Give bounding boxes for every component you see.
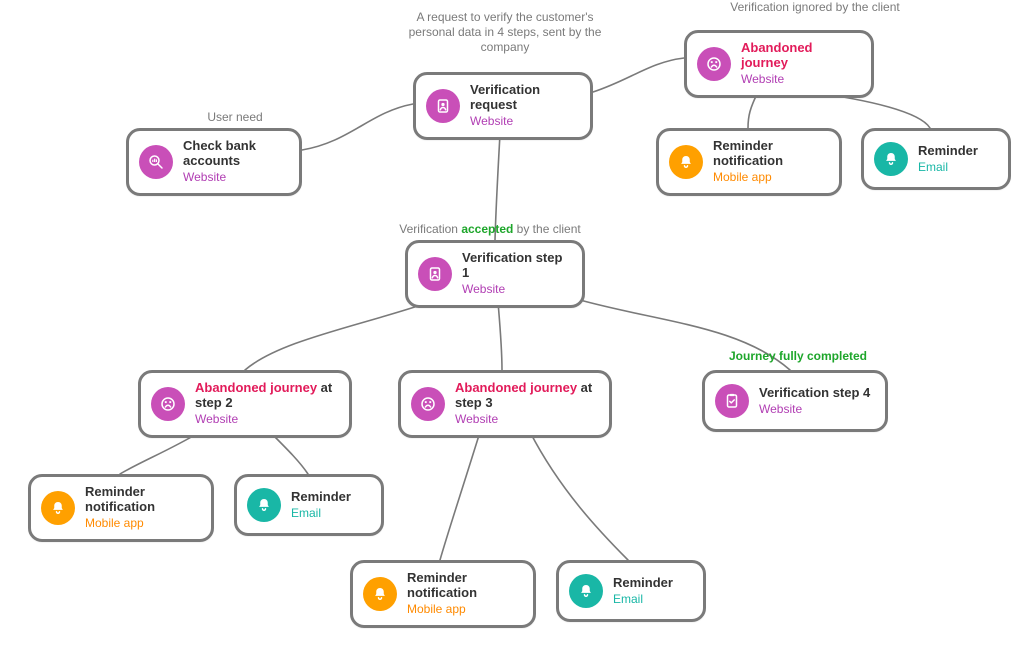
caption-user-need: User need [175, 110, 295, 125]
node-reminder-mobile-left: Reminder notification Mobile app [28, 474, 214, 542]
node-reminder-mobile-bottom: Reminder notification Mobile app [350, 560, 536, 628]
clipboard-check-icon [715, 384, 749, 418]
magnifier-bars-icon [139, 145, 173, 179]
bell-icon [41, 491, 75, 525]
node-title: Reminder notification [713, 139, 827, 169]
caption-journey-completed: Journey fully completed [688, 349, 908, 364]
bell-icon [669, 145, 703, 179]
id-badge-icon [418, 257, 452, 291]
bell-icon [363, 577, 397, 611]
node-subtitle: Website [741, 73, 859, 87]
bell-icon [569, 574, 603, 608]
id-badge-icon [426, 89, 460, 123]
node-title: Verification step 4 [759, 386, 870, 401]
caption-verify-request: A request to verify the customer's perso… [405, 10, 605, 55]
node-subtitle: Mobile app [713, 171, 827, 185]
node-abandoned-step-2: Abandoned journey at step 2 Website [138, 370, 352, 438]
node-title: Abandoned journey [741, 41, 859, 71]
node-title: Reminder [613, 576, 673, 591]
node-subtitle: Website [759, 403, 870, 417]
node-subtitle: Mobile app [85, 517, 199, 531]
node-abandoned-step-3: Abandoned journey at step 3 Website [398, 370, 612, 438]
node-verification-request: Verification request Website [413, 72, 593, 140]
node-title: Abandoned journey at step 2 [195, 381, 337, 411]
node-subtitle: Email [291, 507, 351, 521]
caption-accepted-suffix: by the client [513, 222, 580, 236]
node-reminder-email-left: Reminder Email [234, 474, 384, 536]
node-reminder-email-top: Reminder Email [861, 128, 1011, 190]
node-abandoned-journey-top: Abandoned journey Website [684, 30, 874, 98]
bell-icon [247, 488, 281, 522]
sad-face-icon [151, 387, 185, 421]
node-title: Reminder [291, 490, 351, 505]
node-verification-step-4: Verification step 4 Website [702, 370, 888, 432]
node-title: Check bank accounts [183, 139, 287, 169]
node-subtitle: Email [918, 161, 978, 175]
node-title: Reminder [918, 144, 978, 159]
node-reminder-email-bottom: Reminder Email [556, 560, 706, 622]
caption-verification-ignored: Verification ignored by the client [720, 0, 910, 15]
node-subtitle: Website [455, 413, 597, 427]
caption-accepted-prefix: Verification [399, 222, 461, 236]
sad-face-icon [697, 47, 731, 81]
node-check-bank-accounts: Check bank accounts Website [126, 128, 302, 196]
node-subtitle: Email [613, 593, 673, 607]
node-title: Verification request [470, 83, 578, 113]
sad-face-icon [411, 387, 445, 421]
journey-diagram: User need A request to verify the custom… [0, 0, 1024, 652]
node-subtitle: Website [183, 171, 287, 185]
node-subtitle: Website [462, 283, 570, 297]
node-title-prefix: Abandoned journey [195, 380, 317, 395]
node-title: Abandoned journey at step 3 [455, 381, 597, 411]
node-title-prefix: Abandoned journey [455, 380, 577, 395]
node-subtitle: Website [195, 413, 337, 427]
node-title: Verification step 1 [462, 251, 570, 281]
node-subtitle: Website [470, 115, 578, 129]
bell-icon [874, 142, 908, 176]
node-title: Reminder notification [85, 485, 199, 515]
caption-verification-accepted: Verification accepted by the client [370, 222, 610, 237]
node-verification-step-1: Verification step 1 Website [405, 240, 585, 308]
node-subtitle: Mobile app [407, 603, 521, 617]
caption-accepted-accent: accepted [461, 222, 513, 236]
node-title: Reminder notification [407, 571, 521, 601]
node-reminder-mobile-top: Reminder notification Mobile app [656, 128, 842, 196]
